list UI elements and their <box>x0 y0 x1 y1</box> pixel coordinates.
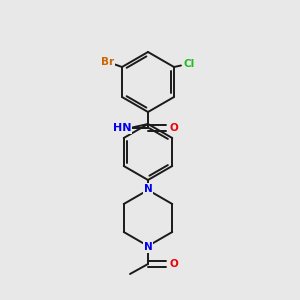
Text: O: O <box>169 123 178 133</box>
Text: HN: HN <box>113 123 131 133</box>
Text: N: N <box>144 184 152 194</box>
Text: Cl: Cl <box>183 59 195 69</box>
Text: O: O <box>169 259 178 269</box>
Text: N: N <box>144 242 152 252</box>
Text: Br: Br <box>101 57 115 67</box>
